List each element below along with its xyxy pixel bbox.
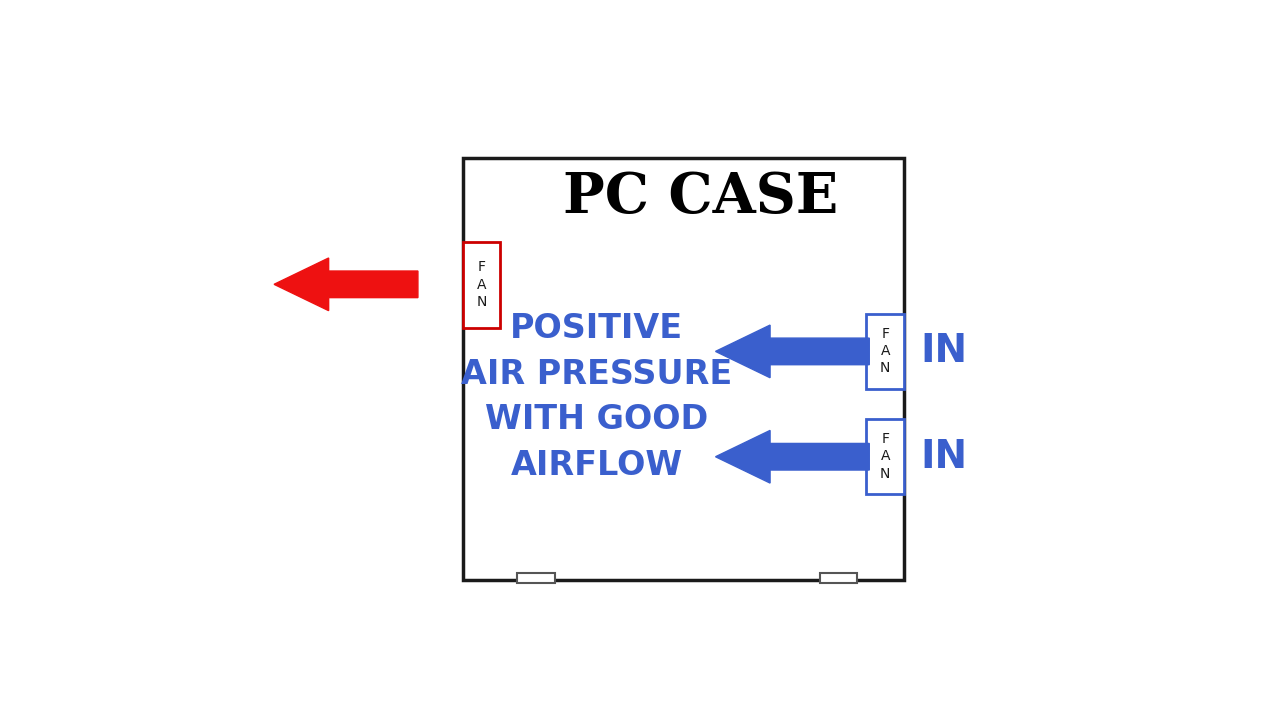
Text: AIRFLOW: AIRFLOW [511, 449, 682, 482]
Bar [867, 419, 904, 494]
Text: PC CASE: PC CASE [563, 170, 838, 225]
Text: F
A
N: F A N [476, 261, 486, 309]
Text: IN: IN [920, 333, 968, 370]
FancyArrow shape [716, 325, 869, 378]
Text: WITH GOOD: WITH GOOD [485, 403, 708, 436]
FancyArrow shape [716, 431, 869, 483]
Bar [462, 242, 500, 328]
Text: F
A
N: F A N [879, 327, 891, 375]
Text: F
A
N: F A N [879, 432, 891, 481]
Text: IN: IN [920, 438, 968, 476]
Text: AIR PRESSURE: AIR PRESSURE [461, 358, 732, 391]
Bar [462, 158, 904, 580]
Text: POSITIVE: POSITIVE [509, 312, 684, 345]
Bar [867, 314, 904, 389]
Bar [517, 572, 554, 582]
Bar [819, 572, 858, 582]
FancyArrow shape [274, 258, 417, 310]
